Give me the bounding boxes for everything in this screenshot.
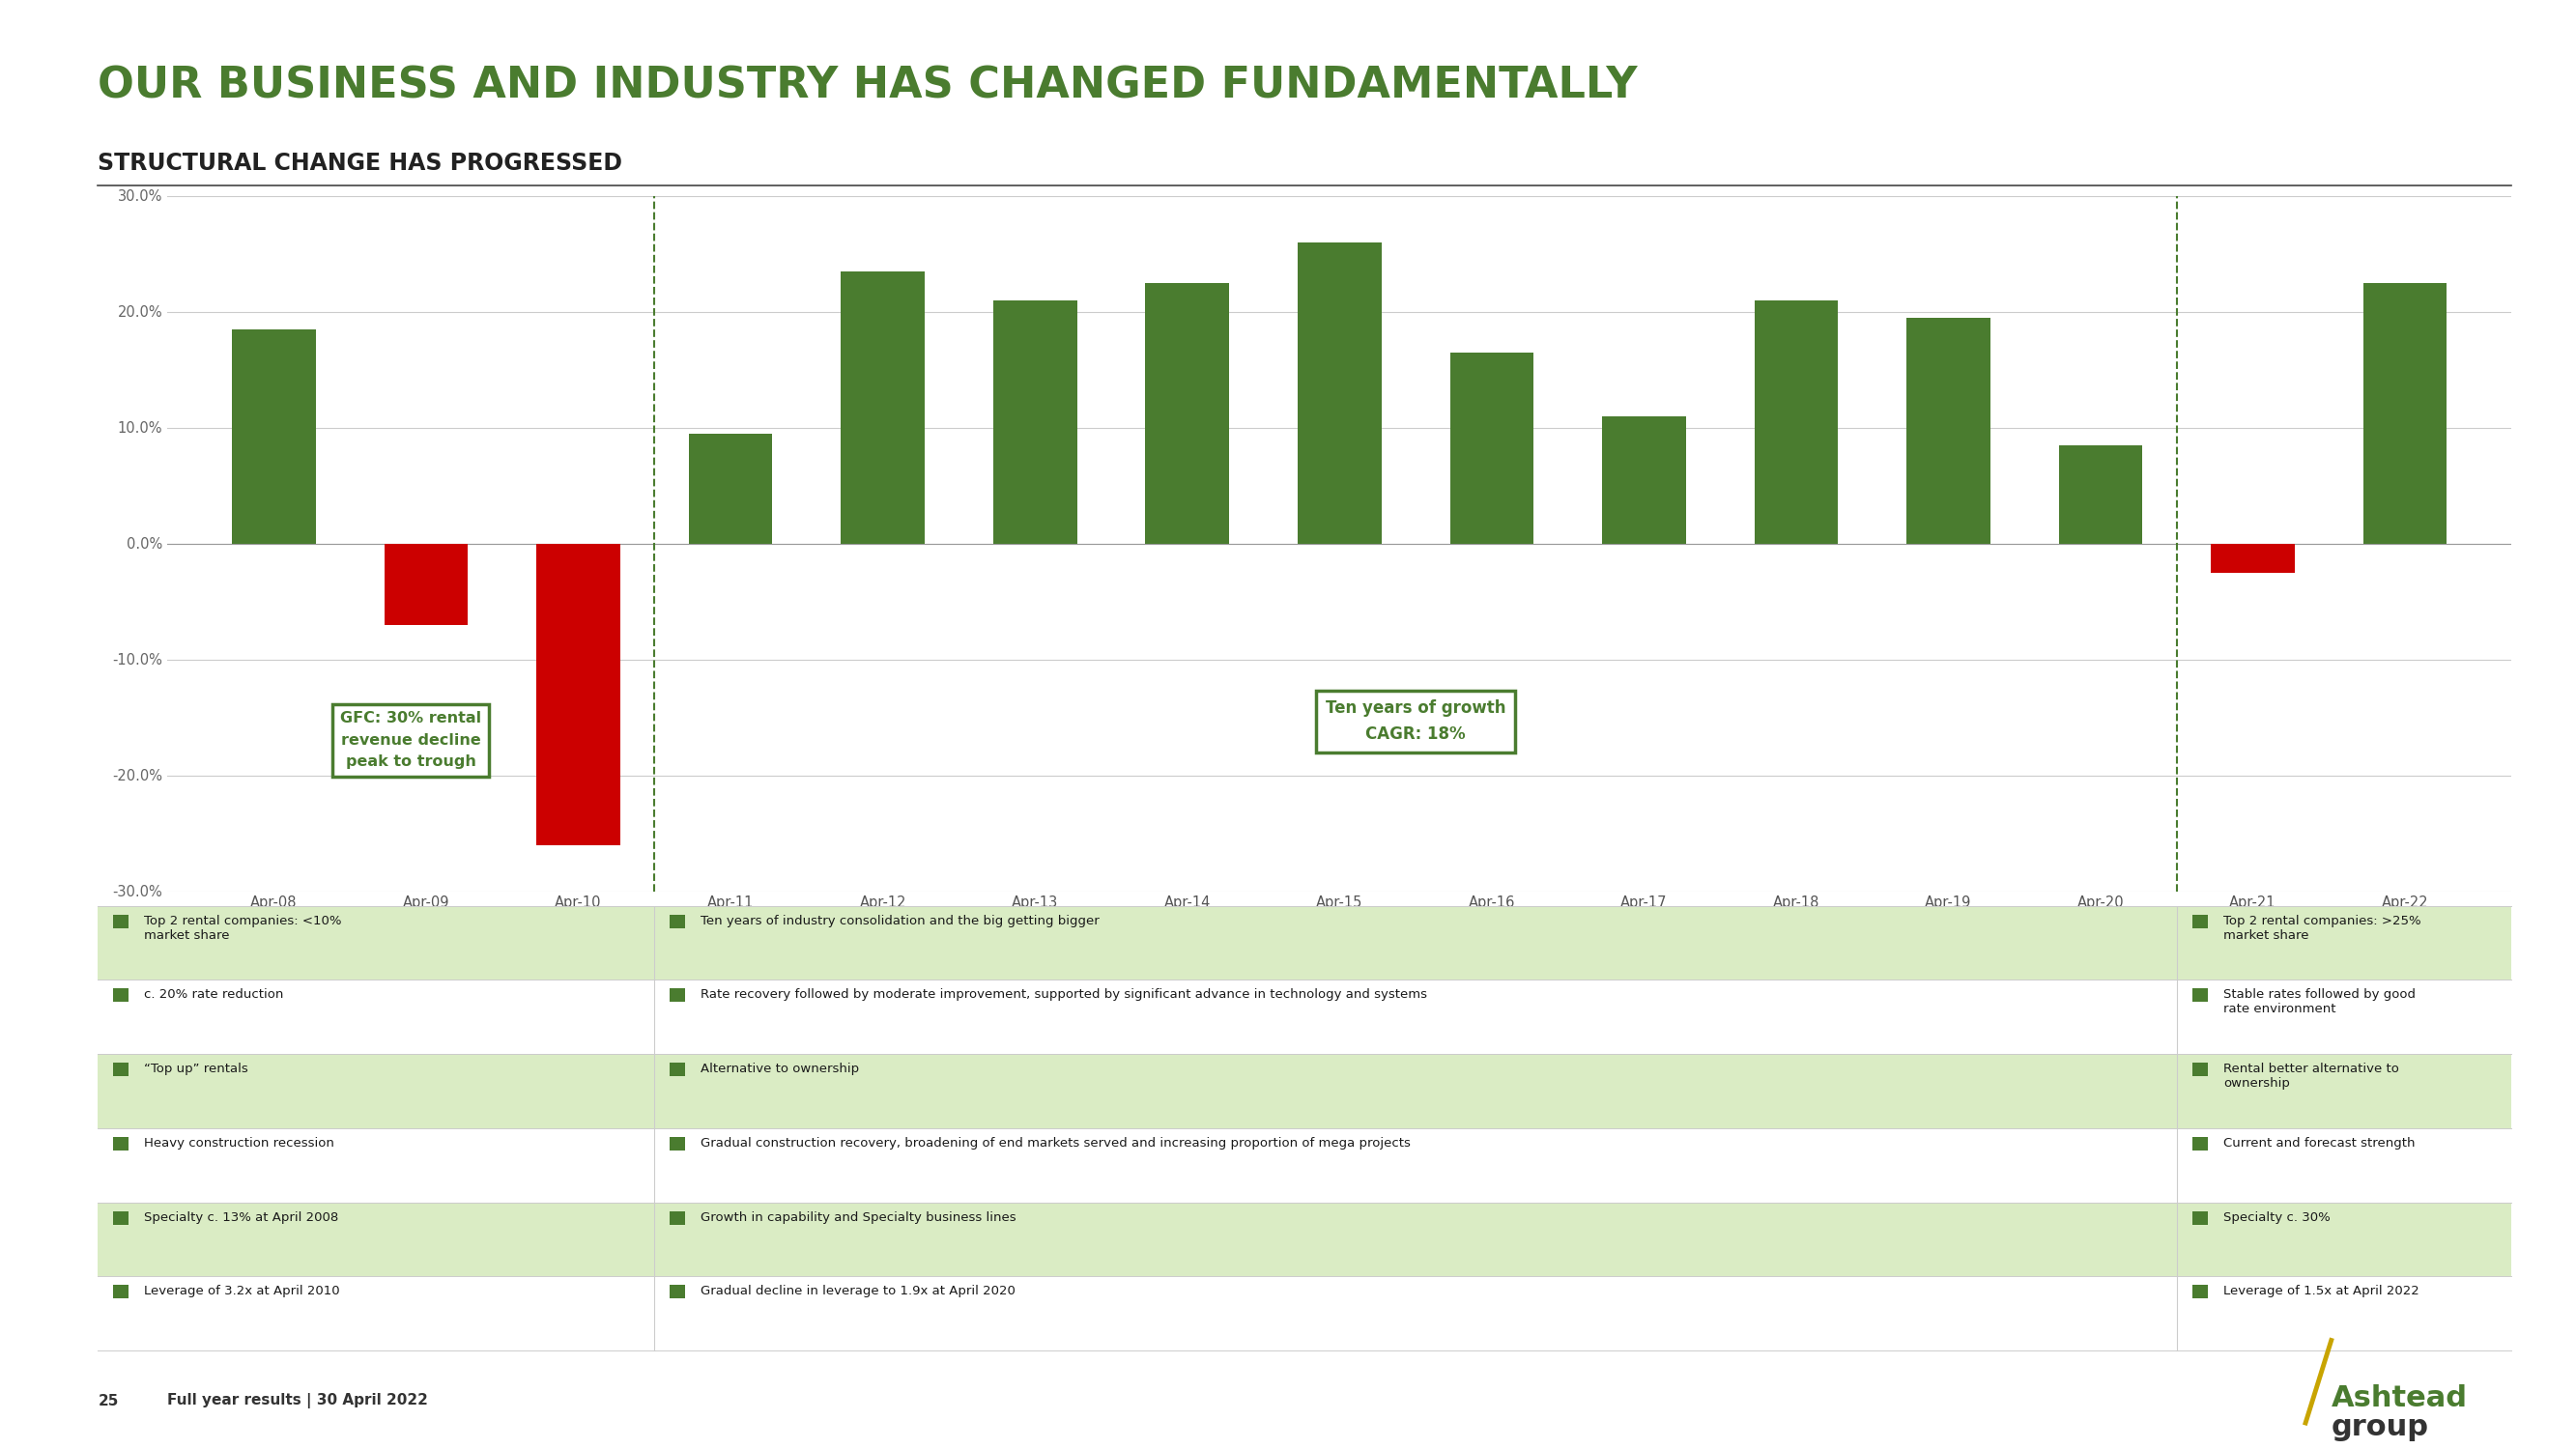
Text: Specialty c. 13% at April 2008: Specialty c. 13% at April 2008 [144, 1211, 337, 1223]
Text: Heavy construction recession: Heavy construction recession [144, 1137, 335, 1149]
Text: Gradual decline in leverage to 1.9x at April 2020: Gradual decline in leverage to 1.9x at A… [701, 1285, 1015, 1298]
Text: Leverage of 3.2x at April 2010: Leverage of 3.2x at April 2010 [144, 1285, 340, 1298]
Text: GFC: 30% rental
revenue decline
peak to trough: GFC: 30% rental revenue decline peak to … [340, 711, 482, 769]
Bar [1602, 416, 1685, 543]
Bar [232, 329, 317, 543]
Text: Top 2 rental companies: <10%
market share: Top 2 rental companies: <10% market shar… [144, 914, 343, 942]
Text: group: group [2331, 1414, 2429, 1442]
Bar [1906, 317, 1991, 543]
Bar [2210, 543, 2295, 572]
Text: Gradual construction recovery, broadening of end markets served and increasing p: Gradual construction recovery, broadenin… [701, 1137, 1412, 1149]
Bar [1298, 242, 1381, 543]
Bar [994, 300, 1077, 543]
Text: Stable rates followed by good
rate environment: Stable rates followed by good rate envir… [2223, 988, 2416, 1016]
Text: Alternative to ownership: Alternative to ownership [701, 1062, 860, 1075]
Text: Growth in capability and Specialty business lines: Growth in capability and Specialty busin… [701, 1211, 1018, 1223]
Text: Leverage of 1.5x at April 2022: Leverage of 1.5x at April 2022 [2223, 1285, 2419, 1298]
Bar [536, 543, 621, 845]
Text: Ashtead: Ashtead [2331, 1385, 2468, 1413]
Text: Full year results | 30 April 2022: Full year results | 30 April 2022 [167, 1392, 428, 1408]
Bar [688, 433, 773, 543]
Text: 25: 25 [98, 1394, 118, 1408]
Text: Top 2 rental companies: >25%
market share: Top 2 rental companies: >25% market shar… [2223, 914, 2421, 942]
Bar [1754, 300, 1839, 543]
Text: Specialty c. 30%: Specialty c. 30% [2223, 1211, 2331, 1223]
Bar [1450, 352, 1533, 543]
Bar [840, 271, 925, 543]
Text: Current and forecast strength: Current and forecast strength [2223, 1137, 2414, 1149]
Text: STRUCTURAL CHANGE HAS PROGRESSED: STRUCTURAL CHANGE HAS PROGRESSED [98, 152, 623, 175]
Bar [1146, 283, 1229, 543]
Text: Ten years of industry consolidation and the big getting bigger: Ten years of industry consolidation and … [701, 914, 1100, 927]
Text: Ten years of growth
CAGR: 18%: Ten years of growth CAGR: 18% [1327, 700, 1507, 743]
Bar [2058, 445, 2143, 543]
Text: c. 20% rate reduction: c. 20% rate reduction [144, 988, 283, 1001]
Text: Rental better alternative to
ownership: Rental better alternative to ownership [2223, 1062, 2398, 1090]
Text: “Top up” rentals: “Top up” rentals [144, 1062, 247, 1075]
Text: Rate recovery followed by moderate improvement, supported by significant advance: Rate recovery followed by moderate impro… [701, 988, 1427, 1001]
Bar [384, 543, 469, 625]
Text: OUR BUSINESS AND INDUSTRY HAS CHANGED FUNDAMENTALLY: OUR BUSINESS AND INDUSTRY HAS CHANGED FU… [98, 65, 1638, 107]
Bar [2362, 283, 2447, 543]
